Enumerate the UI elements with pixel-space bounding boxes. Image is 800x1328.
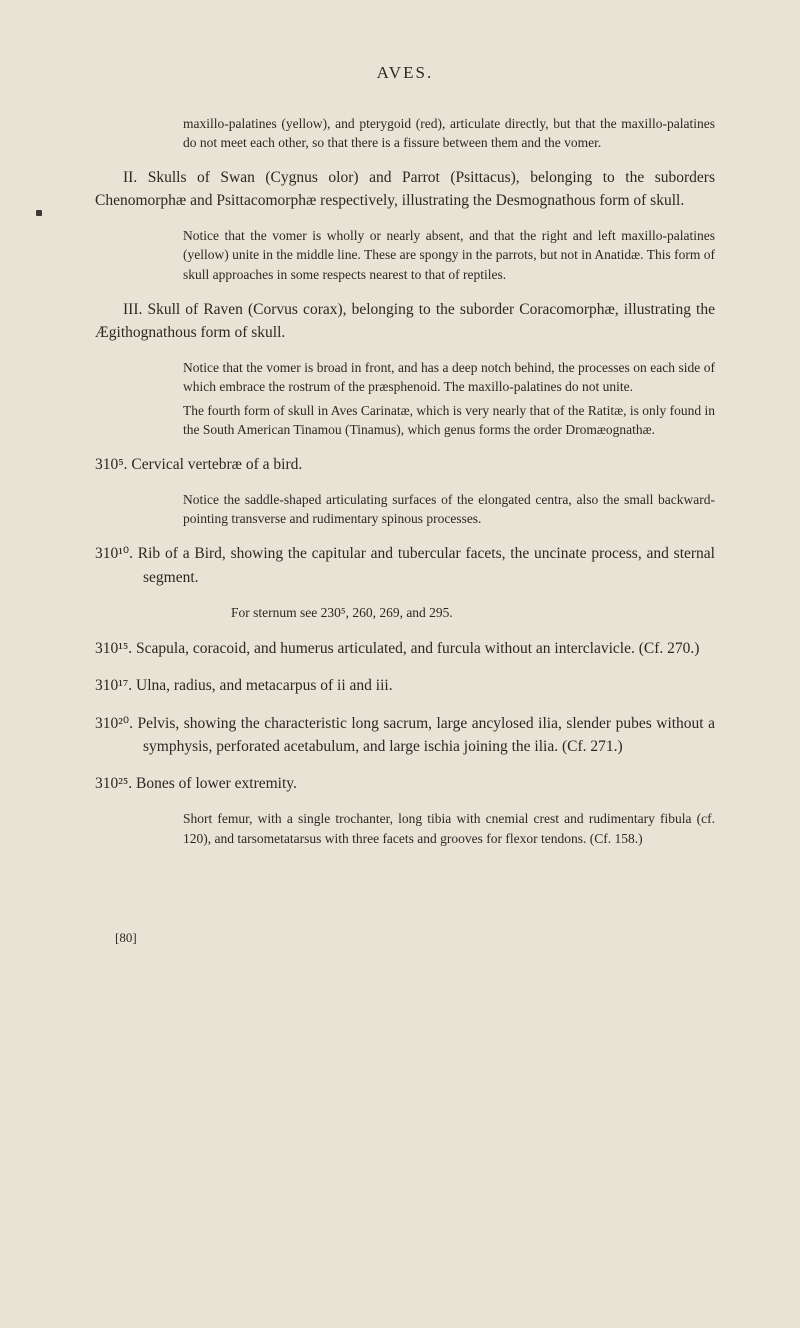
document-page: AVES. maxillo-palatines (yellow), and pt…: [0, 0, 800, 987]
page-mark-dot: [36, 210, 42, 216]
item-310-15: 310¹⁵. Scapula, coracoid, and humerus ar…: [95, 637, 715, 660]
item-310-10-note: For sternum see 230⁵, 260, 269, and 295.: [183, 603, 715, 623]
small-para-III-2: The fourth form of skull in Aves Carinat…: [183, 401, 715, 439]
item-310-17: 310¹⁷. Ulna, radius, and metacarpus of i…: [95, 674, 715, 697]
item-310-20: 310²⁰. Pelvis, showing the characteristi…: [95, 712, 715, 759]
item-310-10: 310¹⁰. Rib of a Bird, showing the capitu…: [95, 542, 715, 589]
small-para-II: Notice that the vomer is wholly or nearl…: [183, 226, 715, 283]
small-para-310-5: Notice the saddle-shaped articulating su…: [183, 490, 715, 528]
section-II: II. Skulls of Swan (Cygnus olor) and Par…: [95, 166, 715, 213]
item-310-25: 310²⁵. Bones of lower extremity.: [95, 772, 715, 795]
small-para-intro: maxillo-palatines (yellow), and pterygoi…: [183, 114, 715, 152]
section-III: III. Skull of Raven (Corvus corax), belo…: [95, 298, 715, 345]
page-header: AVES.: [95, 60, 715, 86]
page-folio: [80]: [115, 928, 715, 948]
small-para-310-25: Short femur, with a single trochanter, l…: [183, 809, 715, 847]
item-310-5: 310⁵. Cervical vertebræ of a bird.: [95, 453, 715, 476]
small-para-III-1: Notice that the vomer is broad in front,…: [183, 358, 715, 396]
